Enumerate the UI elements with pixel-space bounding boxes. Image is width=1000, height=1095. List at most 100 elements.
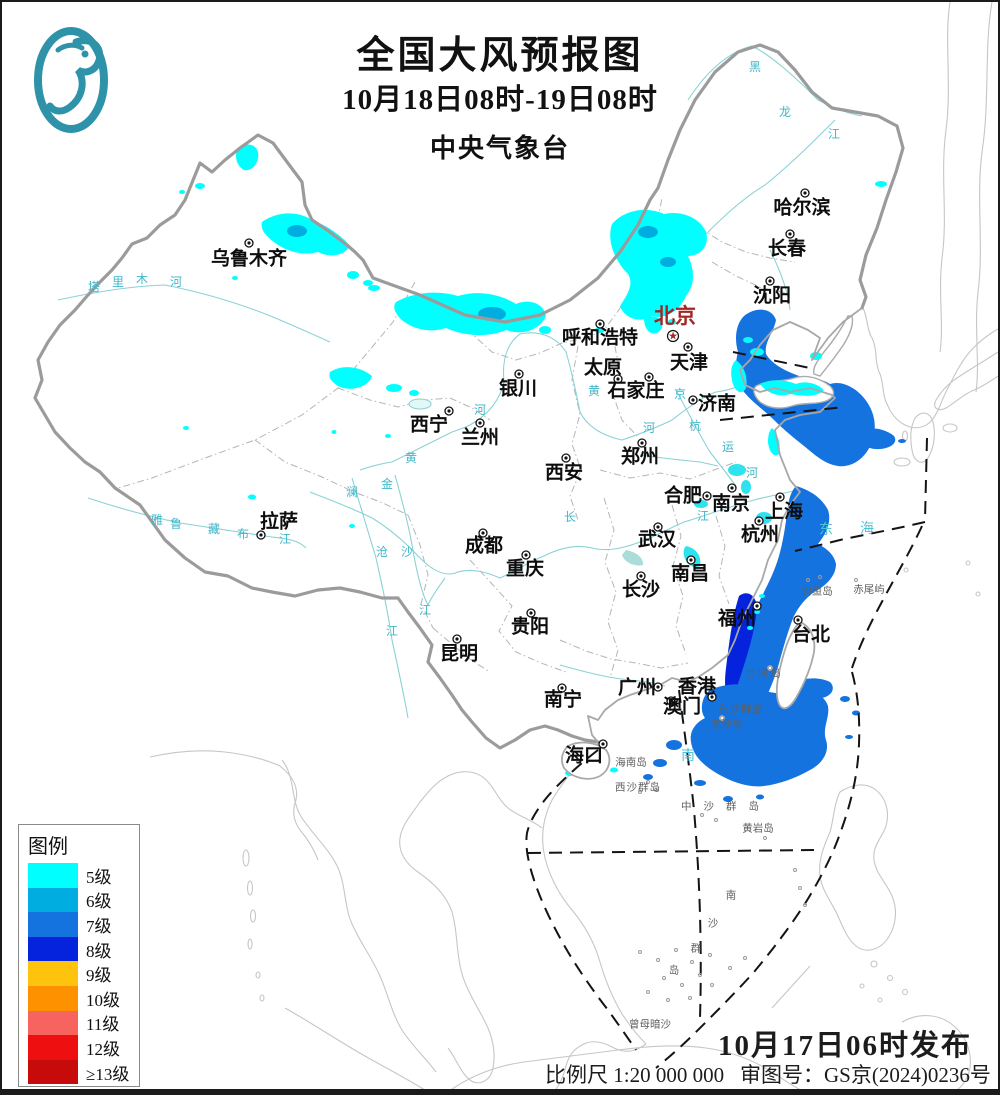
legend-label: 12级 — [86, 1039, 120, 1059]
river-label: 江 — [279, 532, 291, 546]
city-label: 长沙 — [622, 578, 660, 600]
city-dot-center — [564, 456, 568, 460]
city-dot-center — [689, 558, 693, 562]
city-label: 郑州 — [621, 445, 659, 467]
city-label: 南宁 — [544, 687, 582, 710]
legend-swatch — [28, 912, 78, 937]
south-islands-label-char: 沙 — [708, 917, 719, 929]
river-label: 黑 — [749, 60, 761, 74]
city-石家庄: 石家庄 — [606, 372, 665, 401]
city-label: 杭州 — [741, 522, 779, 545]
city-dot-center — [639, 574, 643, 578]
city-呼和浩特: 呼和浩特 — [562, 319, 638, 348]
city-拉萨: 拉萨 — [256, 509, 298, 540]
city-杭州: 杭州 — [741, 516, 779, 545]
legend-items: 5级 6级 7级 8级 9级 10级 11级 12级 ≥13级 — [19, 863, 139, 1085]
legend-item: 12级 — [19, 1035, 139, 1060]
city-沈阳: 沈阳 — [753, 276, 791, 306]
city-label: 海口 — [565, 743, 603, 766]
city-dot-center — [517, 372, 521, 376]
legend-item: 7级 — [19, 912, 139, 937]
city-上海: 上海 — [765, 492, 803, 522]
river-label: 塔 — [88, 280, 100, 294]
map-scale: 比例尺 1:20 000 000 — [545, 1063, 725, 1087]
city-dot-center — [524, 553, 528, 557]
island-label: 东沙岛 — [711, 717, 743, 730]
river-label: 运 — [722, 440, 734, 454]
city-label: 太原 — [584, 355, 622, 378]
city-dot-center — [640, 441, 644, 445]
capital-label: 北京 — [654, 304, 696, 328]
city-dot-center — [788, 232, 792, 236]
sea-label: 南 — [681, 748, 697, 764]
river-label: 黄 — [405, 451, 417, 465]
legend-swatch — [28, 985, 78, 1011]
city-太原: 太原 — [584, 355, 623, 384]
capital-dot — [666, 329, 680, 343]
legend-label: ≥13级 — [86, 1064, 130, 1084]
city-银川: 银川 — [499, 369, 537, 399]
legend-swatch — [28, 1059, 78, 1085]
island-label: 赤尾屿 — [853, 583, 885, 595]
capital-marker: ★ 北京 — [654, 304, 696, 343]
issue-time: 10月17日06时发布 — [718, 1030, 973, 1062]
city-label: 台北 — [792, 622, 830, 645]
city-dot-center — [730, 486, 734, 490]
city-label: 南京 — [712, 491, 750, 514]
city-dot-center — [560, 686, 564, 690]
city-郑州: 郑州 — [621, 438, 659, 467]
city-dot-center — [669, 699, 673, 703]
city-label: 澳门 — [663, 694, 701, 717]
city-label: 乌鲁木齐 — [211, 246, 288, 269]
south-islands-label-char: 岛 — [669, 963, 680, 976]
city-label: 昆明 — [440, 642, 478, 664]
province-boundaries — [117, 197, 796, 679]
city-label: 西宁 — [410, 412, 448, 435]
legend-item: 10级 — [19, 985, 139, 1011]
city-dot-center — [796, 618, 800, 622]
river-label: 里 — [112, 275, 124, 289]
city-dot-center — [647, 375, 651, 379]
city-label: 兰州 — [461, 425, 499, 448]
legend-item: 6级 — [19, 887, 139, 913]
city-dot-center — [710, 695, 714, 699]
legend-label: 9级 — [86, 966, 112, 986]
city-label: 济南 — [698, 391, 736, 414]
city-label: 石家庄 — [606, 378, 664, 401]
river-label: 雅 — [151, 512, 163, 527]
river-label: 江 — [386, 624, 398, 638]
legend-item: 11级 — [19, 1010, 139, 1036]
city-dot-center — [455, 637, 459, 641]
river-label: 江 — [419, 603, 431, 617]
legend: 图例 5级 6级 7级 8级 9级 10级 11级 12级 ≥13级 — [18, 824, 140, 1087]
river-label: 杭 — [689, 418, 701, 433]
river-label: 河 — [746, 466, 758, 480]
legend-title: 图例 — [28, 836, 68, 858]
luzon-coastline — [819, 784, 897, 951]
city-label: 长春 — [768, 236, 806, 259]
city-label: 沈阳 — [753, 283, 791, 306]
river-label: 金 — [381, 476, 393, 491]
city-天津: 天津 — [670, 342, 708, 373]
city-label: 上海 — [765, 499, 803, 522]
city-label: 合肥 — [664, 483, 702, 506]
river-label: 沙 — [401, 545, 413, 559]
city-dot-center — [778, 495, 782, 499]
city-重庆: 重庆 — [506, 550, 544, 579]
river-label: 江 — [828, 127, 840, 141]
sea-label: 东 — [819, 522, 835, 538]
islets — [638, 575, 858, 1002]
island-label: 中沙群岛 — [681, 799, 771, 812]
city-哈尔滨: 哈尔滨 — [773, 188, 831, 218]
city-广州: 广州 — [618, 675, 663, 698]
city-台北: 台北 — [792, 615, 830, 645]
issuing-agency: 中央气象台 — [429, 134, 570, 163]
sea-label: 海 — [860, 521, 876, 537]
city-香港: 香港 — [677, 675, 717, 702]
legend-item: 9级 — [19, 961, 139, 986]
city-南宁: 南宁 — [544, 683, 582, 710]
legend-item: 8级 — [19, 936, 139, 962]
china-national-border — [33, 43, 905, 750]
